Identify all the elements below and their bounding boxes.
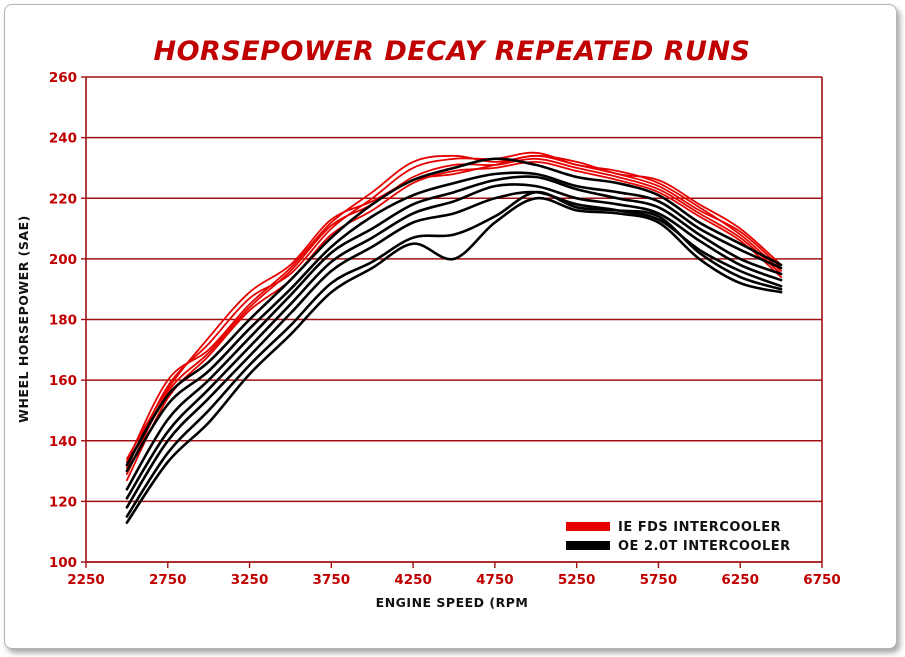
- legend: IE FDS INTERCOOLER OE 2.0T INTERCOOLER: [566, 520, 791, 554]
- ie-run-line-3: [126, 160, 782, 482]
- grid-lines: [86, 76, 822, 563]
- ie-run-line-1: [126, 151, 782, 469]
- x-tick-label: 6250: [721, 572, 759, 588]
- x-tick-label: 5250: [558, 572, 596, 588]
- oe-run-line-10: [125, 190, 783, 518]
- y-tick-label: 260: [49, 70, 77, 86]
- axes: [81, 76, 823, 568]
- y-axis-label: WHEEL HORSEPOWER (SAE): [16, 215, 31, 423]
- x-tick-label: 2250: [67, 572, 105, 588]
- ie-run-line-2: [126, 157, 782, 475]
- data-series: [125, 151, 783, 524]
- y-tick-label: 160: [49, 373, 77, 389]
- x-tick-label: 3750: [313, 572, 351, 588]
- ie-run-line-0: [126, 154, 782, 463]
- oe-run-line-6: [125, 171, 783, 473]
- y-tick-label: 180: [49, 313, 77, 329]
- legend-swatch-oe: [566, 541, 610, 550]
- x-tick-label: 4250: [394, 572, 432, 588]
- y-tick-label: 120: [49, 494, 77, 510]
- y-tick-label: 240: [49, 131, 77, 147]
- oe-run-line-7: [125, 175, 783, 491]
- oe-run-line-9: [125, 190, 783, 509]
- oe-run-line-5: [125, 157, 783, 467]
- y-tick-label: 220: [49, 191, 77, 207]
- legend-label-oe: OE 2.0T INTERCOOLER: [618, 539, 791, 554]
- x-axis-label: ENGINE SPEED (RPM: [376, 595, 529, 610]
- x-tick-label: 3250: [231, 572, 269, 588]
- x-tick-label: 4750: [476, 572, 514, 588]
- x-tick-label: 5750: [640, 572, 678, 588]
- ie-run-line-4: [126, 154, 782, 460]
- y-tick-label: 100: [49, 555, 77, 571]
- legend-swatch-ie: [566, 522, 610, 531]
- y-tick-label: 200: [49, 252, 77, 268]
- chart-frame: [4, 4, 897, 649]
- oe-run-line-8: [125, 183, 783, 500]
- chart-title: HORSEPOWER DECAY REPEATED RUNS: [153, 36, 750, 67]
- y-tick-label: 140: [49, 434, 77, 450]
- oe-run-line-11: [125, 196, 783, 524]
- x-tick-labels: 2250 2750 3250 3750 4250 4750 5250 5750 6250 6750: [67, 572, 841, 588]
- legend-label-ie: IE FDS INTERCOOLER: [618, 520, 781, 535]
- x-tick-label: 6750: [803, 572, 841, 588]
- y-tick-labels: 100 120 140 160 180 200 220 240 260: [49, 70, 77, 571]
- x-tick-label: 2750: [149, 572, 187, 588]
